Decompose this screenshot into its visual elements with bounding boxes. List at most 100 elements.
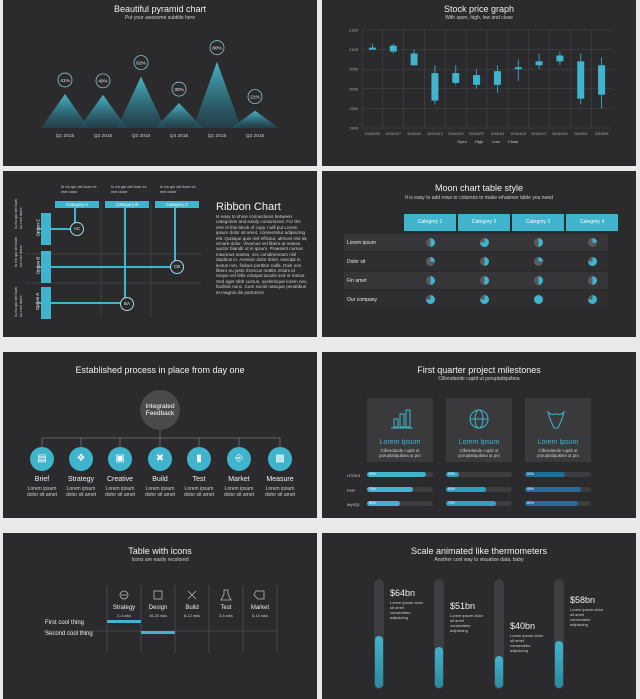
thermometer	[494, 579, 504, 689]
card-desc: Cillendande cuptit ut poruptatiquibea ut…	[537, 448, 579, 458]
moon-indicator	[479, 257, 489, 266]
col-name: Market	[250, 605, 270, 611]
moon-indicator	[479, 276, 489, 285]
thermometer	[554, 579, 564, 689]
column-header: Category 2	[458, 214, 510, 231]
ribbon-title: Ribbon Chart	[216, 201, 281, 213]
pyramid-category-label: Q1 2016	[208, 133, 227, 139]
thermometer-fill	[435, 646, 443, 688]
legend-entry: Low	[492, 139, 499, 144]
x-tick-label: 2015/3/20	[448, 132, 464, 136]
option-c-bar: Option C	[35, 213, 51, 245]
pyramid-chart: 41% Q1 2015 40% Q2 2015 62% Q3 2015 30% Q4 2015…	[41, 40, 279, 139]
column-header: Category 1	[404, 214, 456, 231]
slide-subtitle: Icons are easily recolored	[131, 557, 189, 563]
candle-body	[535, 61, 543, 66]
chart-icon: ▩	[268, 447, 292, 471]
legend-entry: Open	[457, 139, 467, 144]
node-ac: AC	[70, 222, 84, 236]
x-tick-label: 2015/4/17	[531, 132, 547, 136]
pyramid-triangle	[117, 76, 165, 128]
step-desc: Lorem ipsum dolor sit amet	[104, 486, 135, 498]
step-name: Build	[152, 476, 168, 483]
progress-fill: 50%	[367, 501, 400, 506]
row-label: Our company	[347, 297, 378, 303]
card-title: Lorem Ipsum	[458, 439, 500, 446]
slide-title: Table with icons	[128, 546, 192, 556]
moon-indicator	[587, 257, 597, 266]
pyramid-triangle	[193, 61, 241, 128]
table-row	[344, 272, 608, 289]
value-desc: Lorem ipsum dolor sit amet consectetur a…	[390, 600, 424, 620]
y-tick-label: 2100	[349, 47, 359, 52]
pyramid-badge	[171, 81, 187, 97]
x-tick-label: 2015/3/13	[427, 132, 443, 136]
step-desc: Lorem ipsum dolor sit amet	[144, 486, 175, 498]
moon-indicator	[425, 257, 435, 266]
row-label: Lorem ipsum	[347, 240, 376, 246]
node-ba: BA	[120, 297, 134, 311]
pyramid-triangle	[79, 94, 127, 128]
moon-indicator	[425, 238, 435, 247]
top-note: Is ria qui del kum ex mei dolor	[111, 184, 147, 194]
option-b-bar: Option B	[35, 251, 51, 283]
tools-icon: ✖	[148, 447, 172, 471]
slide-subtitle: Cillendande cuptit ut poruptatiquibea	[438, 376, 520, 382]
document-icon: ▤	[30, 447, 54, 471]
pyramid-value-label: 21%	[250, 94, 260, 100]
pyramid-triangle	[231, 110, 279, 128]
x-tick-label: 2015/5/1	[574, 132, 588, 136]
strategy-icon	[119, 590, 129, 600]
y-tick-label: 2050	[349, 67, 359, 72]
step-desc: Lorem ipsum dolor sit amet	[26, 486, 57, 498]
moon-indicator	[533, 276, 543, 285]
row-label: Dolor sit	[347, 259, 366, 265]
x-tick-label: 2015/2/27	[385, 132, 401, 136]
candle-body	[389, 45, 397, 52]
node-cb: CB	[170, 260, 184, 274]
step-name: Test	[192, 476, 206, 483]
moon-indicator	[533, 295, 543, 304]
thermo-slide: Scale animated like thermometers Another…	[322, 533, 636, 699]
card-icons	[391, 409, 566, 429]
progress-fill: 75%	[446, 501, 496, 506]
value-desc: Lorem ipsum dolor sit amet consectetur a…	[450, 613, 484, 633]
step-desc: Lorem ipsum dolor sit amet	[65, 486, 96, 498]
milestone-card	[367, 398, 433, 462]
pyramid-badge	[57, 72, 73, 88]
moon-indicator	[479, 295, 489, 304]
progress-fill: 70%	[367, 487, 414, 492]
moon-indicator	[587, 238, 597, 247]
step-name: Market	[228, 476, 250, 483]
step-name: Measure	[266, 476, 294, 483]
pyramid-category-label: Q2 2016	[246, 133, 265, 139]
pyramid-category-label: Q4 2015	[170, 133, 189, 139]
y-tick-label: 1900	[349, 126, 359, 131]
progress-fill: 20%	[446, 472, 460, 477]
side-note: Is ria qui del kum ex mei dolor	[13, 286, 23, 317]
slide-title: Stock price graph	[443, 4, 515, 14]
image-icon: ▣	[108, 447, 132, 471]
col-weeks: 16-20 wks	[148, 613, 168, 618]
step-desc: Lorem ipsum dolor sit amet	[223, 486, 254, 498]
category-c-header: Category C	[155, 201, 199, 208]
moon-indicator	[533, 257, 543, 266]
moon-indicator	[479, 238, 489, 247]
pyramid-badge	[95, 73, 111, 89]
slide-title: First quarter project milestones	[417, 365, 541, 375]
row-label: Fin amet	[347, 278, 367, 284]
progress-fill: 60%	[525, 472, 565, 477]
option-label: Option C	[35, 218, 41, 237]
category-a-header: Category A	[55, 201, 99, 208]
card-title: Lorem Ipsum	[379, 439, 421, 446]
value-label: $51bn	[450, 601, 476, 611]
slide-title: Moon chart table style	[434, 183, 524, 193]
candle-body	[577, 61, 585, 99]
pyramid-badge	[247, 89, 263, 104]
skill-label: HTML5	[347, 473, 361, 478]
column-header: Category 4	[566, 214, 618, 231]
pyramid-value-label: 80%	[212, 45, 222, 51]
top-note: Is ria qui del kum ex mei dolor	[160, 184, 196, 194]
moon-indicator	[425, 276, 435, 285]
step-desc: Lorem ipsum dolor sit amet	[264, 486, 295, 498]
